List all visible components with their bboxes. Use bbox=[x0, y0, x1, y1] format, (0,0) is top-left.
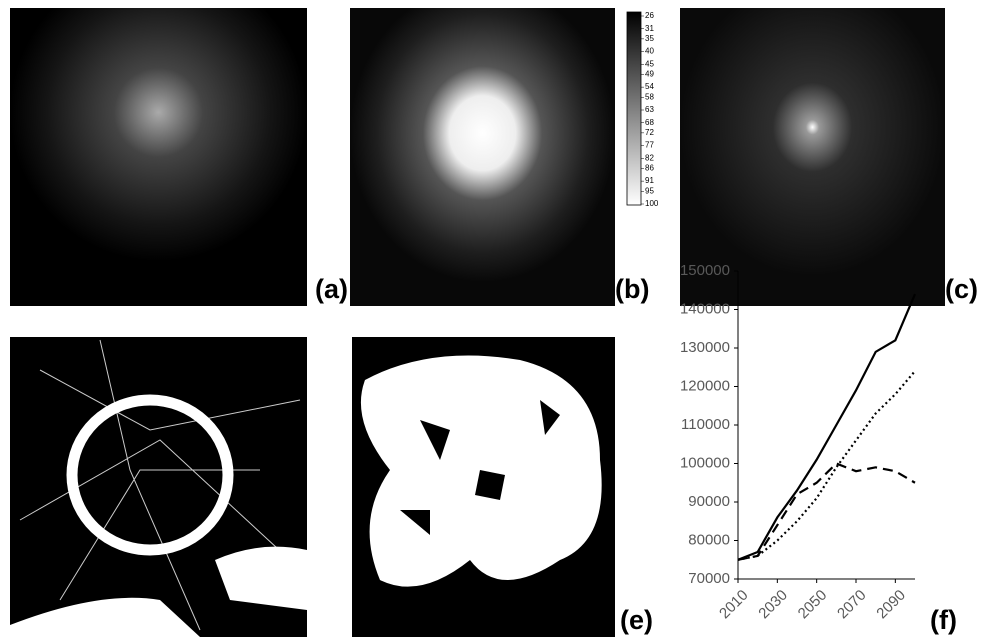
x-tick-label: 2030 bbox=[755, 587, 791, 623]
colorbar-tick-label: 40 bbox=[645, 47, 654, 56]
colorbar-tick-label: 95 bbox=[645, 186, 654, 195]
colorbar-tick-label: 72 bbox=[645, 128, 654, 137]
colorbar-tick-label: 26 bbox=[645, 11, 654, 20]
y-tick-label: 80000 bbox=[688, 531, 730, 548]
colorbar-tick-label: 54 bbox=[645, 82, 654, 91]
colorbar bbox=[626, 11, 642, 206]
x-tick-label: 2050 bbox=[795, 587, 831, 623]
colorbar-tick-label: 77 bbox=[645, 141, 654, 150]
panel-label: (b) bbox=[615, 274, 649, 304]
panel-c-image bbox=[680, 8, 945, 306]
y-tick-label: 90000 bbox=[688, 493, 730, 510]
colorbar-tick-label: 82 bbox=[645, 153, 654, 162]
x-tick-label: 2070 bbox=[834, 587, 870, 623]
chart-f bbox=[737, 271, 915, 580]
y-tick-label: 130000 bbox=[680, 339, 730, 356]
panel-e-image bbox=[352, 337, 615, 637]
y-tick-label: 120000 bbox=[680, 377, 730, 394]
colorbar-tick-label: 68 bbox=[645, 118, 654, 127]
colorbar-tick-label: 63 bbox=[645, 105, 654, 114]
line-series bbox=[737, 293, 917, 561]
panel-label: (f) bbox=[930, 605, 957, 635]
colorbar-tick-label: 49 bbox=[645, 70, 654, 79]
x-tick-label: 2010 bbox=[716, 587, 752, 623]
panel-d-image bbox=[10, 337, 307, 637]
y-tick-label: 150000 bbox=[680, 262, 730, 279]
colorbar-tick-label: 58 bbox=[645, 92, 654, 101]
colorbar-tick-label: 100 bbox=[645, 199, 659, 208]
y-tick-label: 100000 bbox=[680, 454, 730, 471]
x-tick-label: 2090 bbox=[873, 587, 909, 623]
panel-a-image bbox=[10, 8, 307, 306]
colorbar-tick-label: 91 bbox=[645, 176, 654, 185]
panel-label: (d) bbox=[266, 605, 300, 635]
y-tick-label: 140000 bbox=[680, 300, 730, 317]
y-tick-label: 110000 bbox=[681, 416, 730, 433]
line-series bbox=[737, 462, 916, 561]
panel-label: (a) bbox=[315, 274, 348, 304]
y-tick-label: 70000 bbox=[688, 570, 730, 587]
panel-label: (e) bbox=[620, 605, 653, 635]
panel-b-image bbox=[350, 8, 615, 306]
colorbar-tick-label: 86 bbox=[645, 164, 654, 173]
colorbar-tick-label: 35 bbox=[645, 34, 654, 43]
line-series bbox=[737, 370, 916, 561]
panel-label: (c) bbox=[945, 274, 978, 304]
colorbar-tick-label: 45 bbox=[645, 59, 654, 68]
colorbar-tick-label: 31 bbox=[645, 24, 654, 33]
